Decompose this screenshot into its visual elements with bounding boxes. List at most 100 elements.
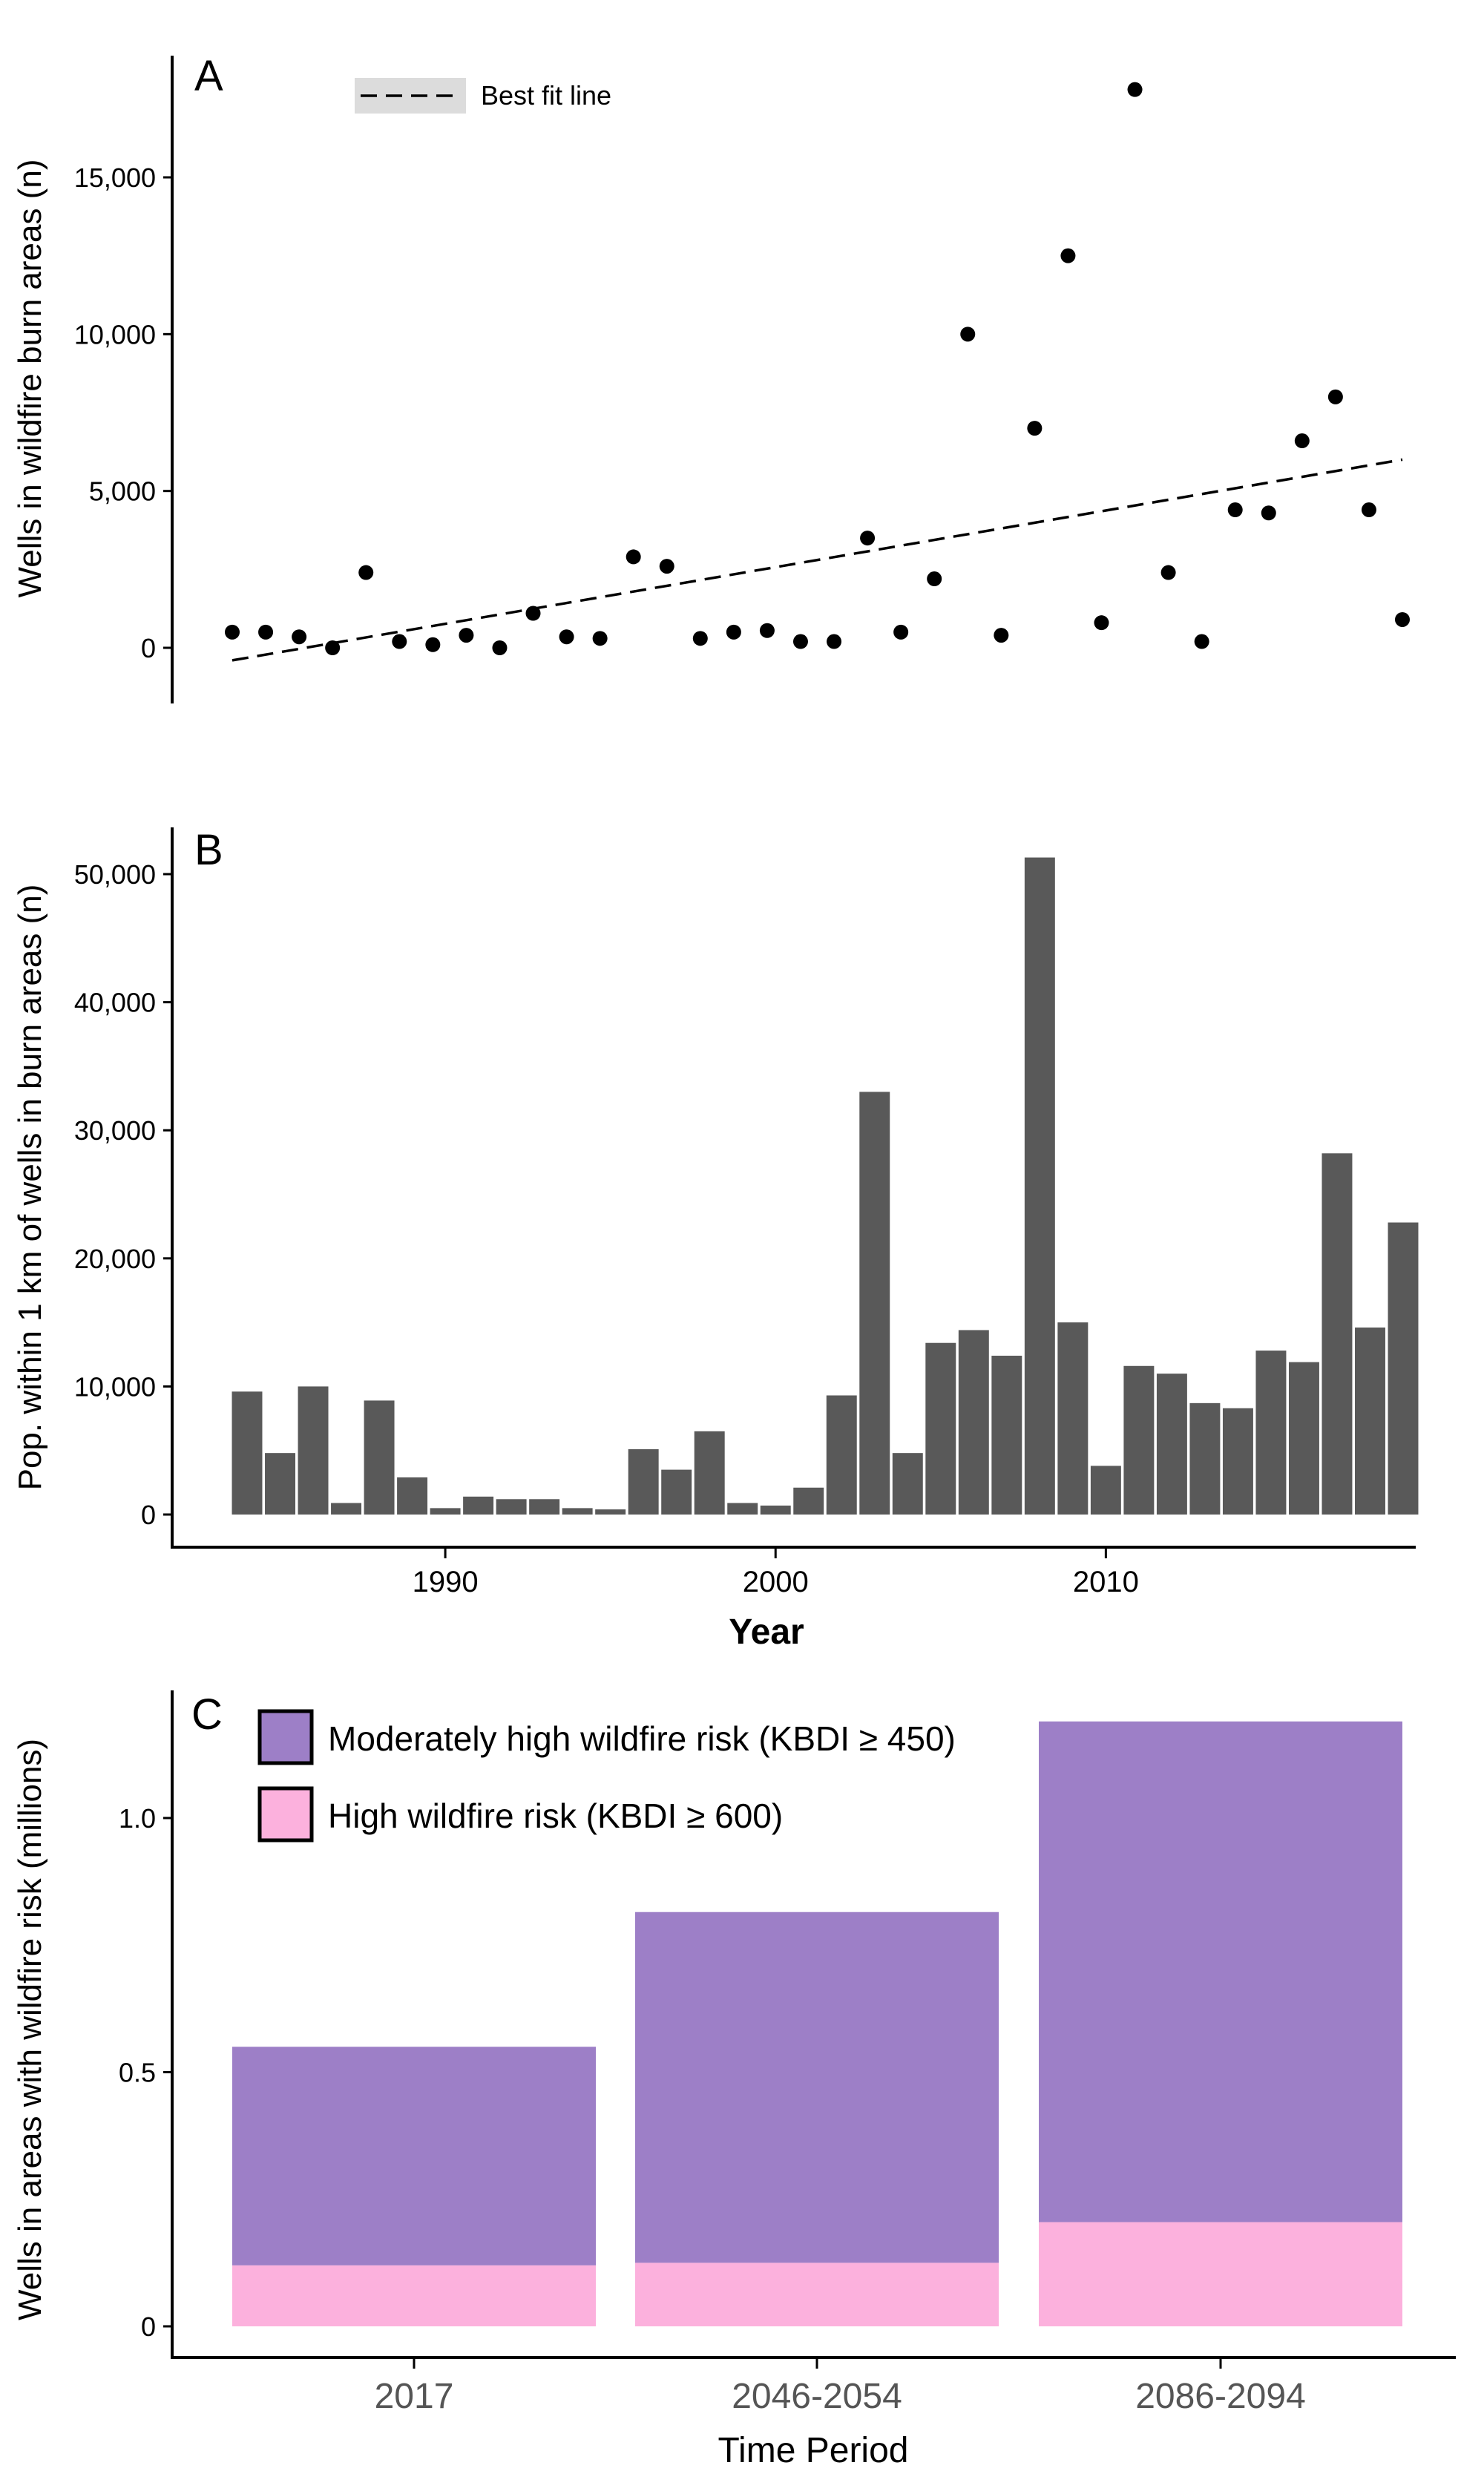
y-tick-label: 0 [141, 633, 156, 663]
scatter-point [292, 629, 307, 645]
x-tick-label: 2000 [743, 1566, 809, 1598]
scatter-point [492, 640, 508, 655]
legend-fit-label: Best fit line [481, 80, 611, 111]
bar [793, 1487, 824, 1515]
bar [1189, 1402, 1221, 1515]
bar [1255, 1351, 1287, 1515]
bar [463, 1496, 494, 1515]
bar [628, 1448, 659, 1515]
y-tick-label: 0 [141, 1500, 156, 1530]
bar [760, 1505, 791, 1515]
scatter-point [592, 631, 608, 646]
panel-c-x-ticks: 2017 2046-2054 2086-2094 [375, 2357, 1306, 2416]
scatter-point [726, 624, 741, 640]
scatter-point [1261, 505, 1276, 521]
bar [331, 1503, 362, 1515]
scatter-point [994, 628, 1009, 643]
legend-moderate-swatch [257, 1709, 314, 1765]
scatter-point [1060, 248, 1076, 263]
scatter-point [927, 571, 942, 587]
panel-b-x-ticks: 1990 2000 2010 [413, 1547, 1139, 1598]
panel-c: C 0 0.5 1.0 2017 2046-2054 2086-2094 Wells i… [12, 1690, 1456, 2470]
panel-b-letter: B [194, 826, 223, 874]
bar [1123, 1365, 1155, 1515]
bar [661, 1469, 692, 1515]
legend-moderate-label: Moderately high wildfire risk (KBDI ≥ 45… [328, 1719, 956, 1758]
y-tick-label: 0 [141, 2311, 156, 2342]
panel-b-y-label: Pop. within 1 km of wells in burn areas … [12, 885, 48, 1491]
bar-moderate-risk [1039, 1721, 1402, 2222]
bar [1222, 1408, 1253, 1515]
panel-c-y-label: Wells in areas with wildfire risk (milli… [12, 1739, 48, 2320]
panel-a-fit [232, 458, 1403, 662]
y-tick-label: 20,000 [74, 1244, 156, 1274]
bar [1288, 1362, 1319, 1515]
legend-high-label: High wildfire risk (KBDI ≥ 600) [328, 1797, 783, 1835]
panel-b: B 0 10,000 20,000 30,000 40,000 50,000 1990 20… [12, 826, 1419, 1652]
panel-a: A 0 5,000 10,000 15,000 Wells in wildfire b… [12, 52, 1410, 703]
scatter-point [392, 634, 407, 649]
scatter-point [827, 634, 842, 649]
scatter-point [692, 631, 708, 646]
panel-a-y-label: Wells in wildfire burn areas (n) [12, 160, 48, 598]
panel-a-legend: Best fit line [355, 78, 611, 114]
scatter-point [1094, 615, 1109, 631]
y-tick-label: 40,000 [74, 988, 156, 1018]
scatter-point [559, 629, 574, 645]
bar [1090, 1466, 1121, 1515]
scatter-point [525, 606, 541, 621]
bar [958, 1330, 989, 1515]
bar [298, 1386, 329, 1515]
panel-a-points [225, 82, 1410, 655]
bar [595, 1509, 626, 1515]
panel-c-legend: Moderately high wildfire risk (KBDI ≥ 45… [257, 1709, 956, 1843]
bar [1355, 1328, 1385, 1515]
bar [496, 1499, 527, 1515]
bar [826, 1395, 857, 1515]
bar-high-risk [232, 2265, 596, 2326]
bar [529, 1499, 560, 1515]
x-tick-label: 2017 [375, 2377, 454, 2416]
scatter-point [1327, 389, 1343, 404]
scatter-point [425, 637, 441, 652]
scatter-point [1194, 634, 1209, 649]
x-tick-label: 2086-2094 [1135, 2377, 1306, 2416]
scatter-point [860, 531, 876, 546]
bar [694, 1431, 725, 1515]
y-tick-label: 0.5 [119, 2058, 156, 2088]
bar-high-risk [1039, 2222, 1402, 2326]
scatter-point [459, 628, 474, 643]
panel-c-x-label: Time Period [718, 2431, 909, 2470]
scatter-point [1127, 82, 1143, 97]
y-tick-label: 15,000 [74, 163, 156, 193]
bar [430, 1508, 461, 1515]
scatter-point [1294, 433, 1310, 449]
panel-c-letter: C [191, 1690, 223, 1739]
scatter-point [1160, 565, 1176, 580]
panel-b-x-label: Year [729, 1612, 804, 1652]
bar [991, 1355, 1022, 1515]
bar [562, 1508, 593, 1515]
scatter-point [1227, 502, 1243, 518]
scatter-point [759, 623, 775, 638]
y-tick-label: 30,000 [74, 1115, 156, 1146]
bar [859, 1092, 890, 1515]
scatter-point [258, 624, 274, 640]
bar [265, 1453, 295, 1515]
scatter-point [960, 327, 976, 342]
scatter-point [1361, 502, 1376, 518]
panel-b-bars [232, 857, 1419, 1515]
scatter-point [1395, 611, 1410, 627]
panel-b-y-ticks: 0 10,000 20,000 30,000 40,000 50,000 [74, 859, 172, 1530]
bar [232, 1391, 263, 1515]
x-tick-label: 2046-2054 [732, 2377, 902, 2416]
bar-moderate-risk [232, 2047, 596, 2265]
bar [1388, 1222, 1419, 1515]
bar [925, 1342, 956, 1515]
panel-c-y-ticks: 0 0.5 1.0 [119, 1803, 172, 2342]
panel-a-y-ticks: 0 5,000 10,000 15,000 [74, 163, 172, 663]
panel-a-letter: A [194, 52, 223, 100]
y-tick-label: 10,000 [74, 319, 156, 350]
bar [1057, 1322, 1089, 1515]
